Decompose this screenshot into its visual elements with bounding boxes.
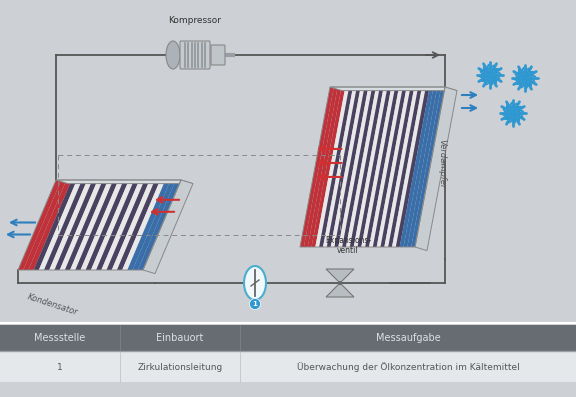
Polygon shape — [39, 180, 82, 270]
Polygon shape — [44, 180, 87, 270]
Polygon shape — [18, 180, 61, 270]
Text: Kondensator: Kondensator — [26, 292, 79, 317]
Polygon shape — [308, 87, 342, 247]
Polygon shape — [75, 180, 119, 270]
Ellipse shape — [166, 41, 180, 69]
Text: Kompressor: Kompressor — [169, 16, 222, 25]
Ellipse shape — [244, 266, 266, 300]
Polygon shape — [392, 87, 426, 247]
Polygon shape — [323, 87, 357, 247]
Polygon shape — [373, 87, 407, 247]
Text: Expansions-
ventil: Expansions- ventil — [325, 235, 371, 255]
Polygon shape — [122, 180, 165, 270]
Polygon shape — [396, 87, 430, 247]
Polygon shape — [326, 283, 354, 297]
Polygon shape — [388, 87, 422, 247]
Polygon shape — [86, 180, 129, 270]
Polygon shape — [365, 87, 399, 247]
Polygon shape — [50, 180, 93, 270]
Polygon shape — [326, 269, 354, 283]
Polygon shape — [56, 180, 193, 183]
Polygon shape — [407, 87, 441, 247]
Polygon shape — [377, 87, 411, 247]
Polygon shape — [350, 87, 384, 247]
Polygon shape — [101, 180, 145, 270]
Polygon shape — [361, 87, 395, 247]
Polygon shape — [81, 180, 124, 270]
Polygon shape — [143, 180, 193, 274]
Polygon shape — [28, 180, 71, 270]
Polygon shape — [369, 87, 403, 247]
Polygon shape — [384, 87, 418, 247]
Polygon shape — [415, 87, 457, 251]
Polygon shape — [132, 180, 176, 270]
Bar — [0, 325, 576, 351]
Text: Messstelle: Messstelle — [35, 333, 86, 343]
Text: Überwachung der Ölkonzentration im Kältemittel: Überwachung der Ölkonzentration im Kälte… — [297, 362, 520, 372]
Polygon shape — [55, 180, 98, 270]
Polygon shape — [342, 87, 376, 247]
Polygon shape — [300, 87, 334, 247]
Polygon shape — [127, 180, 170, 270]
Polygon shape — [60, 180, 103, 270]
Circle shape — [338, 281, 342, 285]
Polygon shape — [381, 87, 414, 247]
Polygon shape — [23, 180, 66, 270]
Polygon shape — [312, 87, 346, 247]
Polygon shape — [358, 87, 391, 247]
Polygon shape — [400, 87, 434, 247]
Polygon shape — [335, 87, 368, 247]
Polygon shape — [354, 87, 388, 247]
Bar — [0, 352, 576, 382]
Polygon shape — [330, 87, 457, 91]
Polygon shape — [70, 180, 113, 270]
Text: 1: 1 — [252, 301, 257, 307]
Text: Messaufgabe: Messaufgabe — [376, 333, 441, 343]
Polygon shape — [91, 180, 134, 270]
Text: Verdampfer: Verdampfer — [437, 139, 446, 189]
Ellipse shape — [212, 46, 222, 64]
Polygon shape — [304, 87, 338, 247]
Polygon shape — [338, 87, 372, 247]
FancyBboxPatch shape — [180, 41, 210, 69]
Polygon shape — [319, 87, 353, 247]
Text: Zirkulationsleitung: Zirkulationsleitung — [137, 362, 223, 372]
Polygon shape — [65, 180, 108, 270]
Polygon shape — [117, 180, 160, 270]
Polygon shape — [404, 87, 437, 247]
Polygon shape — [33, 180, 77, 270]
Circle shape — [249, 299, 260, 310]
Text: Einbauort: Einbauort — [156, 333, 204, 343]
Polygon shape — [96, 180, 139, 270]
Polygon shape — [346, 87, 380, 247]
Polygon shape — [315, 87, 349, 247]
Polygon shape — [107, 180, 150, 270]
Polygon shape — [138, 180, 181, 270]
Polygon shape — [112, 180, 155, 270]
Polygon shape — [331, 87, 365, 247]
Polygon shape — [327, 87, 361, 247]
Text: 1: 1 — [57, 362, 63, 372]
FancyBboxPatch shape — [211, 45, 225, 65]
Polygon shape — [411, 87, 445, 247]
